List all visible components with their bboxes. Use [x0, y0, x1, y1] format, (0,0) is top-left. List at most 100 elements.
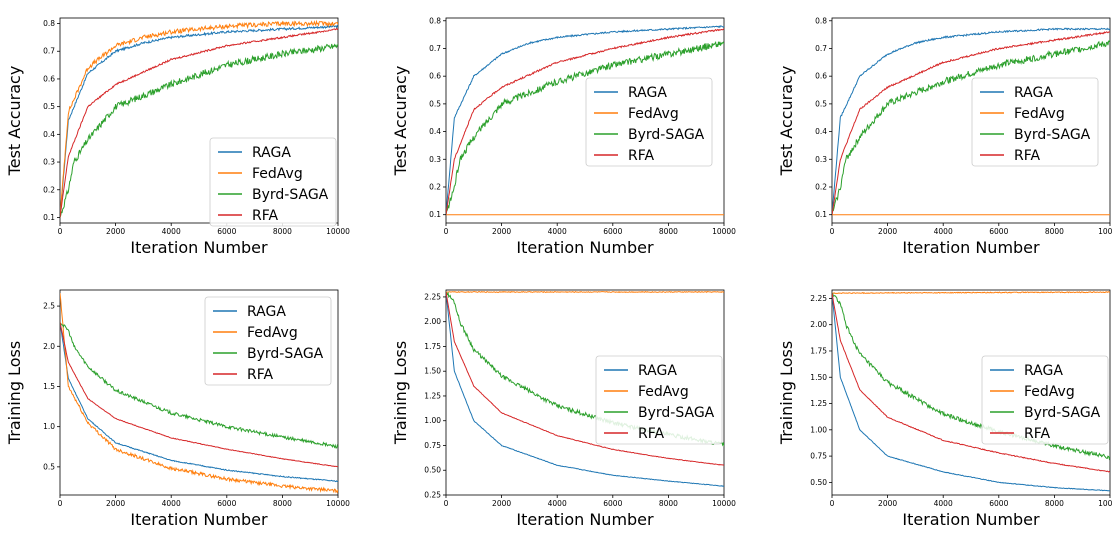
legend-label: RAGA	[628, 85, 667, 101]
series-line-rfa	[832, 293, 1110, 473]
y-tick-label: 2.00	[424, 317, 441, 326]
y-axis-label: Test Accuracy	[391, 66, 410, 177]
chart-panel-4: 0 2000 4000 6000 8000 10000 0.5 1.0 1.5 2.0 2.5 Ite…	[5, 289, 350, 529]
x-tick-label: 6000	[603, 499, 622, 508]
chart-panel-2: 0 2000 4000 6000 8000 10000 0.1 0.2 0.3 0.4 0.5 0.6…	[391, 16, 736, 257]
y-tick-label: 0.1	[429, 210, 441, 219]
x-tick-label: 10000	[326, 227, 350, 236]
plot-frame	[59, 17, 339, 224]
series-line-raga	[832, 27, 1110, 215]
legend-label: Byrd-SAGA	[1024, 405, 1101, 421]
y-axis-label: Test Accuracy	[777, 66, 796, 177]
plot-frame	[59, 289, 339, 496]
x-tick-label: 8000	[273, 499, 292, 508]
chart-panel-3: 0 2000 4000 6000 8000 10000 0.1 0.2 0.3 0.4 0.5 0.6…	[777, 16, 1112, 257]
y-tick-label: 1.5	[43, 382, 55, 391]
x-tick-label: 0	[444, 499, 449, 508]
plot-frame	[445, 17, 725, 224]
x-axis-label: Iteration Number	[902, 510, 1040, 529]
y-tick-label: 0.5	[815, 99, 827, 108]
legend-label: Byrd-SAGA	[638, 405, 715, 421]
x-tick-label: 10000	[712, 227, 736, 236]
y-tick-label: 0.75	[810, 452, 827, 461]
x-tick-label: 4000	[162, 227, 181, 236]
legend-label: FedAvg	[252, 166, 303, 182]
x-tick-label: 8000	[1045, 227, 1064, 236]
y-tick-label: 0.1	[43, 213, 55, 222]
series-line-raga	[60, 322, 338, 483]
y-tick-label: 0.7	[429, 44, 441, 53]
y-tick-label: 0.8	[43, 19, 55, 28]
legend: RAGA FedAvg Byrd-SAGA RFA	[204, 296, 332, 386]
y-tick-label: 1.50	[810, 373, 827, 382]
series-line-fedavg	[60, 19, 338, 218]
y-tick-label: 0.2	[429, 182, 441, 191]
x-tick-label: 2000	[106, 227, 125, 236]
legend-label: FedAvg	[1014, 106, 1065, 122]
x-tick-label: 0	[830, 227, 835, 236]
series-line-fedavg	[832, 291, 1110, 295]
x-axis-label: Iteration Number	[516, 510, 654, 529]
y-axis-label: Training Loss	[777, 341, 796, 445]
x-tick-label: 2000	[492, 499, 511, 508]
legend: RAGA FedAvg Byrd-SAGA RFA	[585, 77, 713, 167]
legend: RAGA FedAvg Byrd-SAGA RFA	[971, 77, 1099, 167]
x-tick-label: 2000	[878, 227, 897, 236]
series-line-fedavg	[60, 293, 338, 494]
x-tick-label: 8000	[659, 499, 678, 508]
legend-label: RFA	[1014, 148, 1040, 164]
x-tick-label: 4000	[548, 227, 567, 236]
legend-box	[981, 355, 1109, 445]
legend-label: Byrd-SAGA	[247, 346, 324, 362]
x-tick-label: 8000	[659, 227, 678, 236]
x-tick-label: 8000	[273, 227, 292, 236]
legend-label: RFA	[638, 426, 664, 442]
legend-box	[204, 296, 332, 386]
x-tick-label: 4000	[162, 499, 181, 508]
legend-label: RFA	[1024, 426, 1050, 442]
legend-label: Byrd-SAGA	[628, 127, 705, 143]
y-tick-label: 0.8	[815, 16, 827, 25]
y-tick-label: 2.5	[43, 302, 55, 311]
y-tick-label: 0.3	[815, 155, 827, 164]
x-tick-label: 10000	[1098, 499, 1112, 508]
x-tick-label: 10000	[1098, 227, 1112, 236]
y-tick-label: 0.1	[815, 210, 827, 219]
legend-label: RAGA	[1014, 85, 1053, 101]
legend-label: FedAvg	[638, 384, 689, 400]
y-axis-label: Training Loss	[5, 341, 24, 445]
y-tick-label: 0.25	[424, 491, 441, 500]
y-tick-label: 2.00	[810, 320, 827, 329]
legend-label: RAGA	[638, 363, 677, 379]
x-tick-label: 4000	[548, 499, 567, 508]
legend-label: RAGA	[1024, 363, 1063, 379]
x-axis-label: Iteration Number	[902, 238, 1040, 257]
y-tick-label: 0.3	[429, 155, 441, 164]
x-axis-label: Iteration Number	[130, 510, 268, 529]
x-tick-label: 2000	[106, 499, 125, 508]
x-tick-label: 0	[58, 499, 63, 508]
legend-label: Byrd-SAGA	[252, 187, 329, 203]
y-tick-label: 0.8	[429, 16, 441, 25]
y-tick-label: 0.7	[43, 47, 55, 56]
y-tick-label: 0.75	[424, 441, 441, 450]
y-tick-label: 0.5	[43, 462, 55, 471]
series-line-raga	[60, 24, 338, 218]
x-tick-label: 8000	[1045, 499, 1064, 508]
y-tick-label: 1.25	[424, 391, 441, 400]
plot-frame	[831, 17, 1111, 224]
chart-panel-5: 0 2000 4000 6000 8000 10000 0.25 0.50 0.75 1.00 1.…	[391, 289, 736, 529]
y-tick-label: 1.50	[424, 367, 441, 376]
series-line-raga	[832, 293, 1110, 492]
y-tick-label: 0.4	[815, 127, 827, 136]
series-line-byrd-saga	[60, 43, 338, 218]
x-tick-label: 2000	[492, 227, 511, 236]
x-tick-label: 10000	[712, 499, 736, 508]
legend-box	[209, 137, 337, 227]
legend-box	[595, 355, 723, 445]
series-line-byrd-saga	[832, 39, 1110, 215]
series-line-raga	[446, 291, 724, 487]
legend: RAGA FedAvg Byrd-SAGA RFA	[595, 355, 723, 445]
y-tick-label: 0.6	[43, 74, 55, 83]
